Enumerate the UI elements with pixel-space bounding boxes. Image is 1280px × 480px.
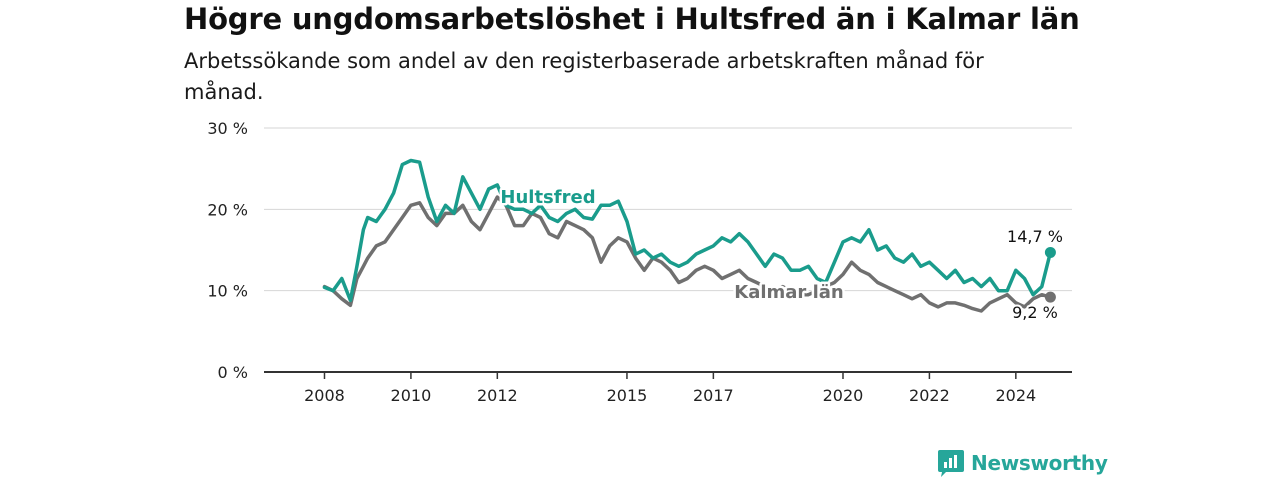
chart-title: Högre ungdomsarbetslöshet i Hultsfred än… <box>184 2 1080 36</box>
newsworthy-logo: Newsworthy <box>937 448 1108 478</box>
series-line-kalmar <box>322 195 1053 313</box>
x-tick-label: 2024 <box>995 386 1036 405</box>
x-tick-label: 2015 <box>607 386 648 405</box>
y-tick-label: 20 % <box>207 200 248 219</box>
end-label-kalmar: 9,2 % <box>1012 303 1058 322</box>
series-label-kalmar: Kalmar län <box>734 282 843 303</box>
x-tick-label: 2008 <box>304 386 345 405</box>
x-tick-label: 2010 <box>391 386 432 405</box>
y-tick-label: 0 % <box>218 363 248 382</box>
x-axis: 2008 2010 2012 2015 2017 2020 2022 2024 <box>264 371 1072 405</box>
chart-subtitle: Arbetssökande som andel av den registerb… <box>184 49 984 104</box>
series-line-hultsfred <box>322 158 1053 303</box>
y-tick-label: 10 % <box>207 282 248 301</box>
x-tick-label: 2020 <box>823 386 864 405</box>
series-lines <box>322 158 1056 313</box>
end-point-hultsfred <box>1044 246 1056 258</box>
bar-chart-icon <box>938 450 964 477</box>
series-labels: Hultsfred Kalmar län 14,7 % 9,2 % <box>498 185 1065 325</box>
logo-text: Newsworthy <box>971 451 1108 475</box>
y-axis-tick-labels: 0 % 10 % 20 % 30 % <box>207 119 248 382</box>
x-tick-label: 2017 <box>693 386 734 405</box>
y-tick-label: 30 % <box>207 119 248 138</box>
end-label-hultsfred: 14,7 % <box>1007 227 1063 246</box>
end-point-kalmar <box>1044 291 1056 303</box>
x-tick-label: 2022 <box>909 386 950 405</box>
series-label-hultsfred: Hultsfred <box>500 187 595 208</box>
gridlines <box>264 127 1072 292</box>
x-tick-label: 2012 <box>477 386 518 405</box>
